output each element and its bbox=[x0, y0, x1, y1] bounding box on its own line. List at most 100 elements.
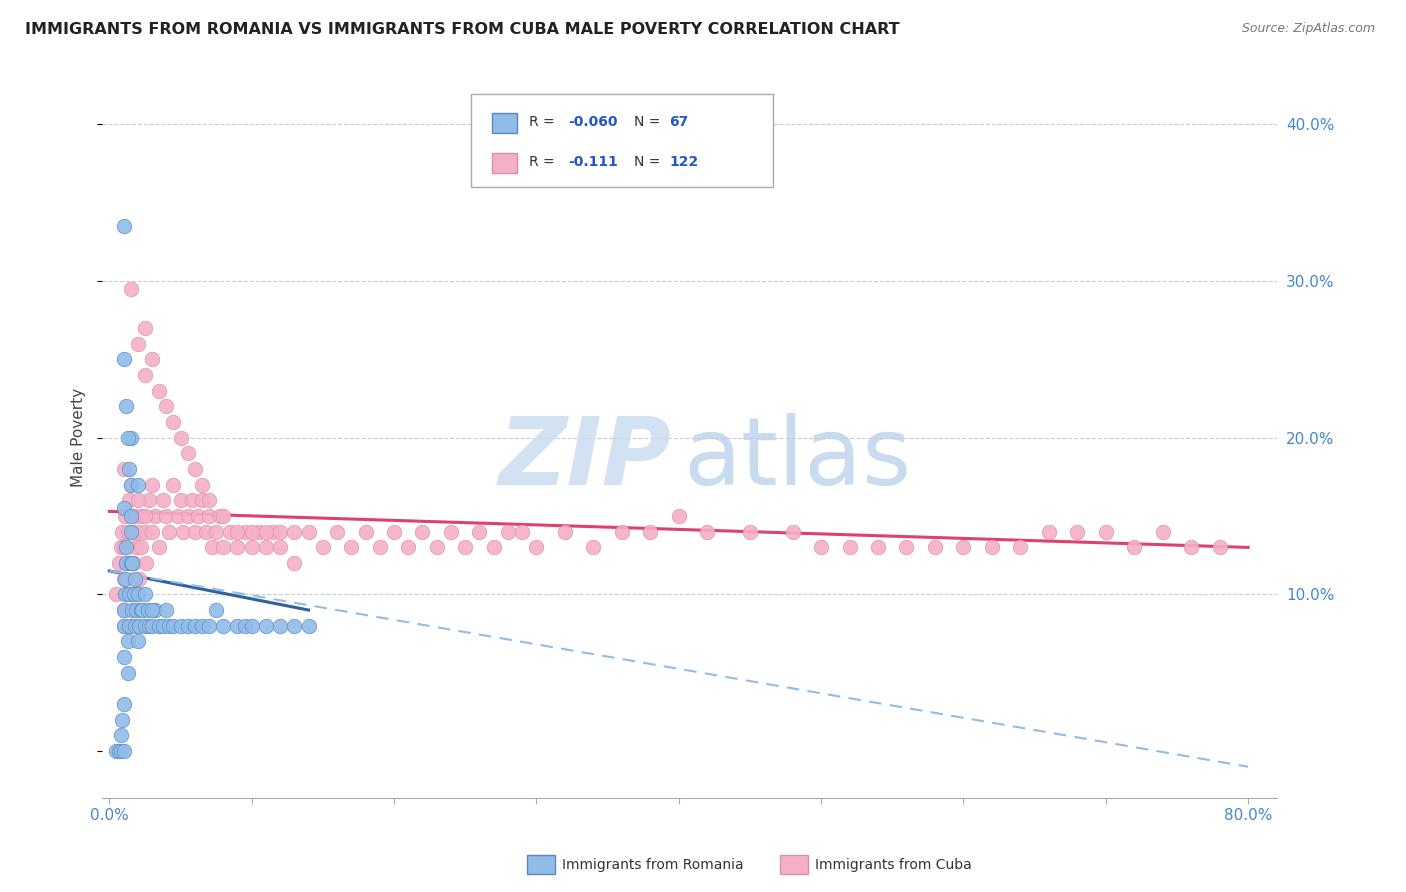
Point bbox=[162, 477, 184, 491]
Point bbox=[105, 744, 128, 758]
Point bbox=[112, 650, 135, 665]
Point bbox=[131, 603, 153, 617]
Point bbox=[269, 524, 291, 539]
Point bbox=[187, 509, 209, 524]
Point bbox=[1180, 541, 1202, 555]
Point bbox=[582, 541, 605, 555]
Point bbox=[866, 541, 889, 555]
Point bbox=[980, 541, 1002, 555]
Point bbox=[166, 509, 188, 524]
Point bbox=[122, 556, 145, 570]
Point bbox=[205, 603, 228, 617]
Point bbox=[143, 509, 166, 524]
Point bbox=[340, 541, 363, 555]
Point bbox=[141, 619, 163, 633]
Point bbox=[169, 493, 191, 508]
Point bbox=[108, 556, 131, 570]
Point bbox=[382, 524, 405, 539]
Point bbox=[554, 524, 576, 539]
Text: 67: 67 bbox=[669, 115, 689, 128]
Point bbox=[117, 665, 139, 680]
Point bbox=[411, 524, 433, 539]
Point bbox=[254, 524, 277, 539]
Point bbox=[810, 541, 832, 555]
Point bbox=[191, 477, 214, 491]
Point bbox=[162, 619, 184, 633]
Point bbox=[118, 493, 141, 508]
Point bbox=[152, 619, 174, 633]
Point bbox=[120, 282, 142, 296]
Point bbox=[212, 541, 235, 555]
Point bbox=[254, 619, 277, 633]
Point bbox=[112, 697, 135, 711]
Point bbox=[205, 524, 228, 539]
Point bbox=[262, 524, 284, 539]
Text: R =: R = bbox=[529, 154, 558, 169]
Point bbox=[924, 541, 946, 555]
Point bbox=[120, 556, 142, 570]
Point bbox=[162, 415, 184, 429]
Point bbox=[111, 713, 134, 727]
Point bbox=[129, 541, 152, 555]
Point bbox=[141, 603, 163, 617]
Point bbox=[112, 541, 135, 555]
Point bbox=[169, 431, 191, 445]
Point bbox=[112, 352, 135, 367]
Point bbox=[1208, 541, 1230, 555]
Text: IMMIGRANTS FROM ROMANIA VS IMMIGRANTS FROM CUBA MALE POVERTY CORRELATION CHART: IMMIGRANTS FROM ROMANIA VS IMMIGRANTS FR… bbox=[25, 22, 900, 37]
Point bbox=[114, 509, 136, 524]
Point bbox=[1066, 524, 1088, 539]
Point bbox=[125, 541, 148, 555]
Point bbox=[118, 619, 141, 633]
Point bbox=[112, 603, 135, 617]
Point bbox=[134, 509, 156, 524]
Text: R =: R = bbox=[529, 115, 558, 128]
Text: Source: ZipAtlas.com: Source: ZipAtlas.com bbox=[1241, 22, 1375, 36]
Point bbox=[283, 619, 305, 633]
Point bbox=[201, 541, 224, 555]
Point bbox=[283, 524, 305, 539]
Point bbox=[247, 524, 270, 539]
Point bbox=[131, 509, 153, 524]
Point bbox=[155, 603, 177, 617]
Text: 122: 122 bbox=[669, 154, 699, 169]
Point bbox=[117, 634, 139, 648]
Point bbox=[112, 744, 135, 758]
Point bbox=[112, 462, 135, 476]
Point bbox=[120, 431, 142, 445]
Point bbox=[269, 541, 291, 555]
Point bbox=[148, 619, 170, 633]
Point bbox=[114, 572, 136, 586]
Point bbox=[184, 462, 207, 476]
Point bbox=[121, 524, 143, 539]
Point bbox=[510, 524, 533, 539]
Point bbox=[496, 524, 519, 539]
Point bbox=[354, 524, 377, 539]
Point bbox=[226, 619, 249, 633]
Point bbox=[240, 524, 263, 539]
Point bbox=[696, 524, 718, 539]
Y-axis label: Male Poverty: Male Poverty bbox=[72, 388, 86, 487]
Point bbox=[198, 493, 221, 508]
Point bbox=[240, 541, 263, 555]
Point bbox=[115, 556, 138, 570]
Text: -0.111: -0.111 bbox=[568, 154, 617, 169]
Point bbox=[120, 509, 142, 524]
Point bbox=[312, 541, 335, 555]
Point bbox=[111, 524, 134, 539]
Point bbox=[127, 336, 149, 351]
Text: N =: N = bbox=[634, 115, 665, 128]
Point bbox=[112, 219, 135, 234]
Point bbox=[297, 619, 319, 633]
Point bbox=[135, 556, 157, 570]
Point bbox=[283, 556, 305, 570]
Point bbox=[610, 524, 633, 539]
Point bbox=[134, 321, 156, 335]
Point bbox=[115, 587, 138, 601]
Point bbox=[198, 619, 221, 633]
Point bbox=[668, 509, 690, 524]
Text: Immigrants from Romania: Immigrants from Romania bbox=[562, 858, 744, 872]
Point bbox=[226, 541, 249, 555]
Point bbox=[180, 493, 202, 508]
Point bbox=[738, 524, 761, 539]
